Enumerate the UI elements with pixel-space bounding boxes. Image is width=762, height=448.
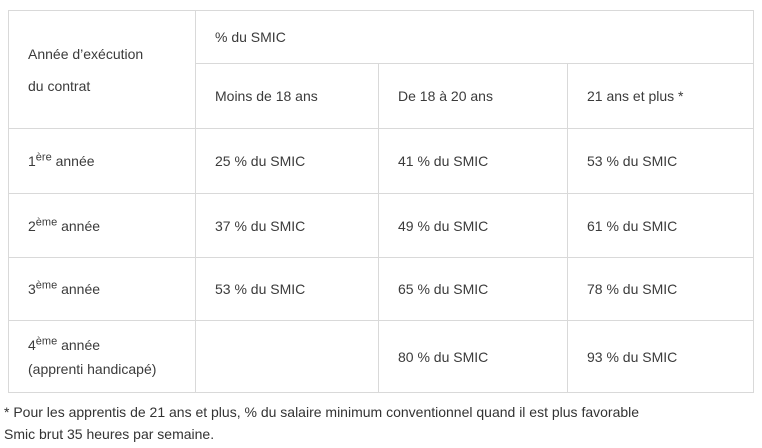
table-row-year-1: 1ère année 25 % du SMIC 41 % du SMIC 53 … bbox=[8, 128, 755, 194]
year-label-line2: (apprenti handicapé) bbox=[28, 360, 157, 377]
footnote-line1: * Pour les apprentis de 21 ans et plus, … bbox=[4, 404, 640, 420]
table-header-row-2: Moins de 18 ans De 18 à 20 ans 21 ans et… bbox=[9, 63, 755, 129]
value-cell: 41 % du SMIC bbox=[378, 128, 568, 194]
row-label-year-2: 2ème année bbox=[8, 193, 196, 258]
year-number: 4 bbox=[28, 336, 36, 353]
value-cell: 53 % du SMIC bbox=[195, 257, 379, 321]
header-contract-year-line1: Année d’exécution bbox=[28, 45, 144, 62]
value-cell: 53 % du SMIC bbox=[566, 128, 755, 194]
year-number: 2 bbox=[28, 217, 36, 234]
year-number: 1 bbox=[28, 153, 36, 169]
year-ordinal: ère bbox=[35, 151, 52, 164]
table-row-year-3: 3ème année 53 % du SMIC 65 % du SMIC 78 … bbox=[8, 257, 755, 321]
row-label-year-1: 1ère année bbox=[8, 128, 196, 194]
footnote: * Pour les apprentis de 21 ans et plus, … bbox=[4, 401, 758, 445]
footnote-line2: Smic brut 35 heures par semaine. bbox=[4, 426, 215, 442]
year-ordinal: ème bbox=[35, 334, 58, 347]
year-label: année bbox=[61, 217, 101, 234]
header-contract-year-line2: du contrat bbox=[28, 77, 91, 94]
table-header-row-1: Année d’exécution du contrat % du SMIC bbox=[8, 10, 755, 129]
row-label-year-4: 4ème année (apprenti handicapé) bbox=[8, 320, 196, 393]
header-cell-under-18: Moins de 18 ans bbox=[195, 63, 379, 129]
value-cell: 61 % du SMIC bbox=[566, 193, 755, 258]
smic-wage-table: Année d’exécution du contrat % du SMIC M… bbox=[8, 10, 755, 393]
year-label-line1: 4ème année bbox=[28, 334, 185, 356]
header-cell-18-to-20: De 18 à 20 ans bbox=[378, 63, 568, 129]
year-label: année bbox=[55, 153, 95, 169]
value-cell: 65 % du SMIC bbox=[378, 257, 568, 321]
year-ordinal: ème bbox=[35, 215, 58, 228]
value-cell-empty bbox=[195, 320, 379, 393]
value-cell: 80 % du SMIC bbox=[378, 320, 568, 393]
row-label-year-3: 3ème année bbox=[8, 257, 196, 321]
year-label: année bbox=[61, 281, 101, 297]
header-cell-contract-year: Année d’exécution du contrat bbox=[8, 10, 196, 129]
value-cell: 78 % du SMIC bbox=[566, 257, 755, 321]
year-number: 3 bbox=[28, 281, 36, 297]
table-row-year-4: 4ème année (apprenti handicapé) 80 % du … bbox=[8, 320, 755, 393]
value-cell: 93 % du SMIC bbox=[566, 320, 755, 393]
value-cell: 25 % du SMIC bbox=[195, 128, 379, 194]
table-row-year-2: 2ème année 37 % du SMIC 49 % du SMIC 61 … bbox=[8, 193, 755, 258]
year-label: année bbox=[61, 336, 101, 353]
value-cell: 49 % du SMIC bbox=[378, 193, 568, 258]
year-ordinal: ème bbox=[35, 279, 58, 292]
value-cell: 37 % du SMIC bbox=[195, 193, 379, 258]
header-cell-21-plus: 21 ans et plus * bbox=[566, 63, 755, 129]
header-cell-percent-smic: % du SMIC bbox=[194, 10, 755, 64]
